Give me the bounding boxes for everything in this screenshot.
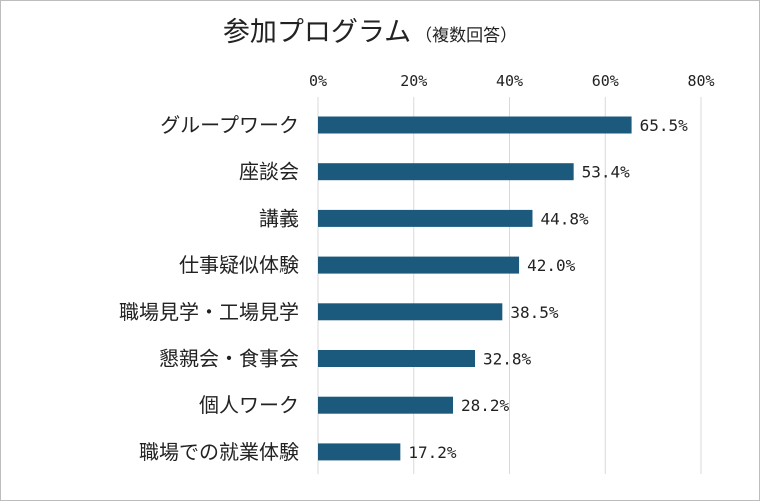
chart-title-block: 参加プログラム （複数回答） [0,10,740,49]
category-label: 職場での就業体験 [139,440,299,464]
value-label: 17.2% [408,443,457,462]
value-label: 42.0% [527,256,576,275]
category-label: 座談会 [239,160,299,184]
category-label: 職場見学・工場見学 [119,300,299,324]
x-tick-label: 20% [400,72,427,90]
bar [318,350,476,367]
value-label: 28.2% [461,396,510,415]
category-label: 懇親会・食事会 [159,347,299,371]
value-label: 32.8% [483,350,532,369]
bar [318,443,401,461]
x-tick-label: 0% [309,72,327,90]
x-tick-label: 40% [496,72,523,90]
value-label: 38.5% [510,303,559,322]
bar [318,303,503,321]
x-tick-label: 60% [592,72,619,90]
value-label: 53.4% [582,163,631,182]
category-label: グループワーク [160,113,299,137]
chart-subtitle: （複数回答） [415,26,518,46]
bar [318,116,632,134]
bar [318,209,533,227]
category-label: 講義 [259,206,299,230]
category-label: 仕事疑似体験 [179,253,299,277]
value-label: 44.8% [540,209,589,228]
chart-title: 参加プログラム [222,17,412,48]
x-tick-label: 80% [687,72,714,90]
bar [318,163,574,181]
bar [318,396,454,414]
bar [318,256,520,274]
category-label: 個人ワーク [199,393,299,417]
value-label: 65.5% [640,116,689,135]
